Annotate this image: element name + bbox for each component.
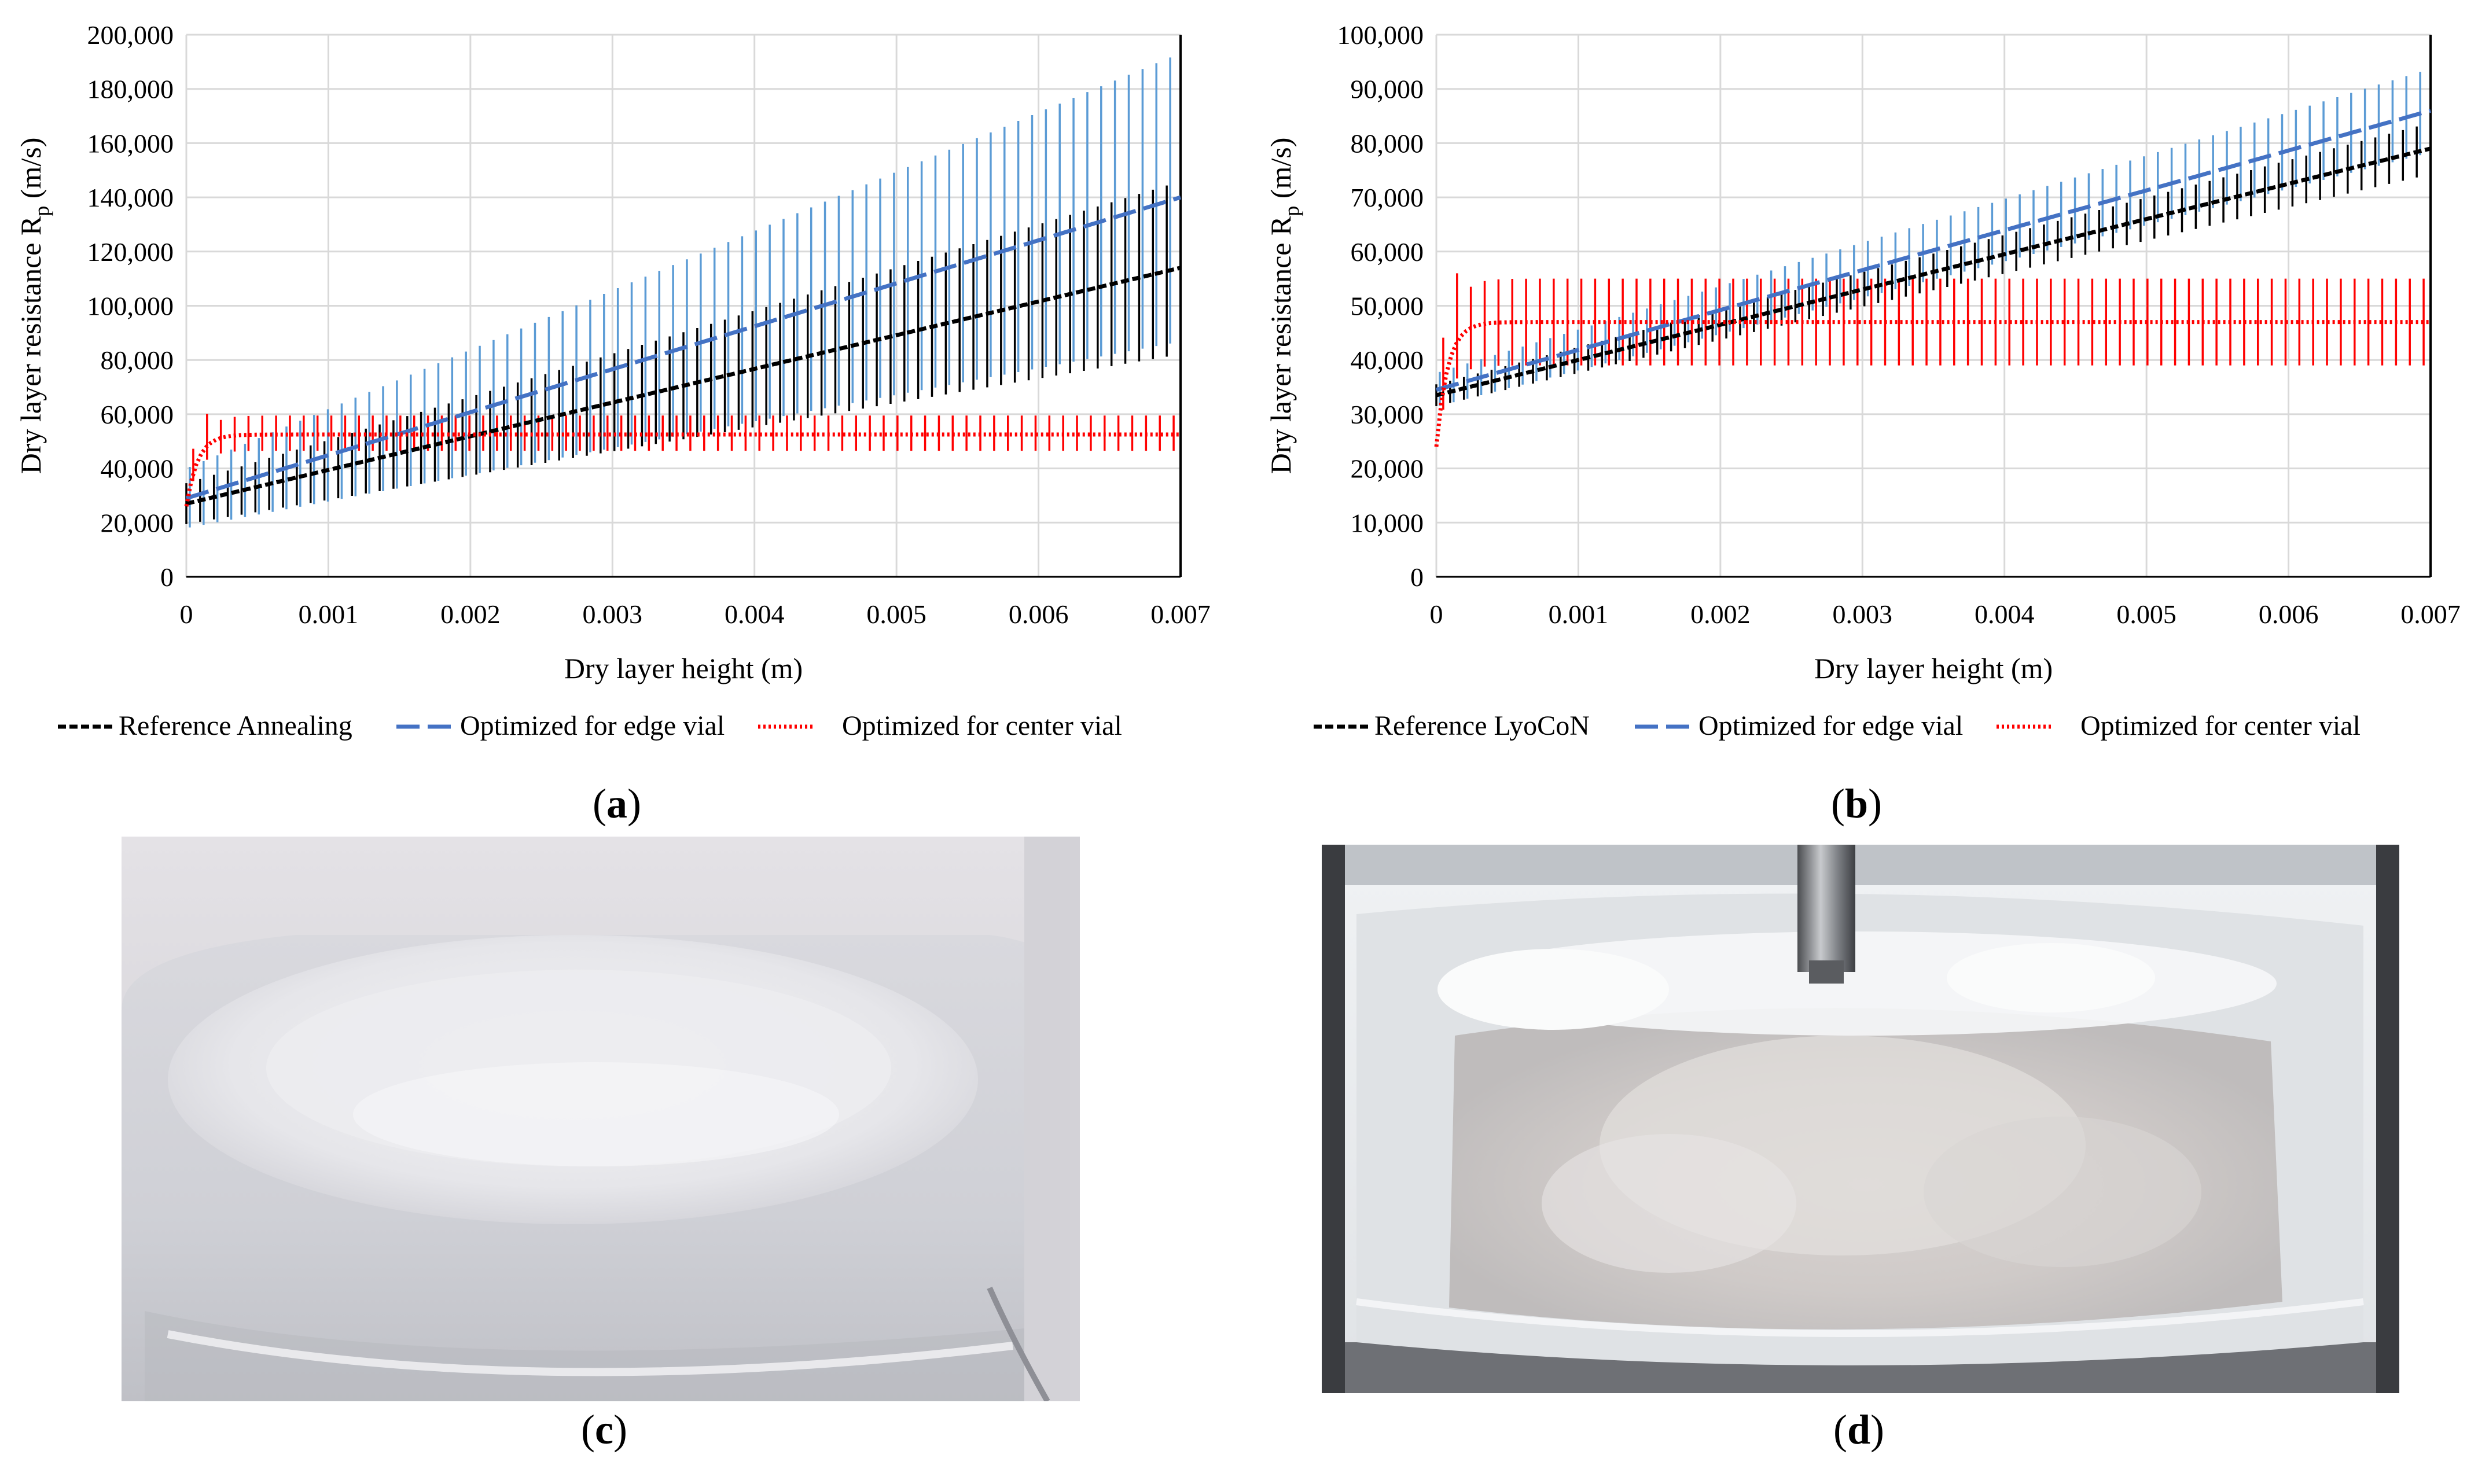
x-tick-label: 0.003 (583, 599, 643, 629)
y-tick-label: 40,000 (1351, 345, 1424, 375)
y-tick-label: 30,000 (1351, 400, 1424, 429)
x-tick-label: 0 (180, 599, 193, 629)
photo-d-lyocon-cake (1322, 845, 2399, 1393)
error-bars-3 (1442, 273, 2425, 410)
y-tick-label: 50,000 (1351, 292, 1424, 321)
caption-c-letter: c (595, 1406, 613, 1453)
legend-label-1: Reference LyoCoN (1374, 710, 1590, 741)
caption-d-letter: d (1847, 1406, 1871, 1453)
y-axis-label: Dry layer resistance Rp (m/s) (14, 138, 53, 474)
x-tick-label: 0.001 (299, 599, 359, 629)
x-tick-label: 0.002 (1690, 599, 1751, 629)
legend-label-1: Reference Annealing (119, 710, 352, 741)
legend-label-3: Optimized for center vial (842, 710, 1122, 741)
photo-c-illustration (122, 837, 1080, 1401)
x-tick-label: 0.006 (2259, 599, 2319, 629)
y-axis-label-sub: p (1280, 206, 1303, 216)
x-tick-label: 0.007 (1150, 599, 1211, 629)
x-tick-label: 0 (1430, 599, 1443, 629)
x-axis-label: Dry layer height (m) (564, 652, 803, 684)
chart-b: 0 10,000 20,000 30,000 40,000 50,000 60,000 70,… (1264, 20, 2461, 741)
y-axis-label-main: Dry layer resistance R (14, 216, 47, 474)
y-tick-label: 100,000 (87, 292, 174, 321)
y-axis-label: Dry layer resistance Rp (m/s) (1264, 138, 1303, 474)
caption-c: (c) (581, 1406, 627, 1453)
legend-label-2: Optimized for edge vial (460, 710, 725, 741)
chart-a: 0 20,000 40,000 60,000 80,000 100,000 120,000 1… (14, 20, 1211, 741)
y-tick-label: 160,000 (87, 128, 174, 158)
y-tick-label: 40,000 (101, 454, 174, 484)
y-tick-label: 140,000 (87, 183, 174, 212)
caption-b: (b) (1830, 780, 1882, 827)
y-tick-label: 120,000 (87, 237, 174, 267)
caption-d: (d) (1833, 1406, 1884, 1453)
y-tick-label: 60,000 (101, 400, 174, 429)
x-tick-label: 0.002 (440, 599, 501, 629)
y-tick-label: 20,000 (1351, 454, 1424, 484)
legend-label-3: Optimized for center vial (2080, 710, 2361, 741)
y-tick-label: 100,000 (1337, 20, 1424, 50)
y-tick-label: 90,000 (1351, 75, 1424, 104)
y-tick-label: 60,000 (1351, 237, 1424, 267)
legend-label-2: Optimized for edge vial (1698, 710, 1963, 741)
x-tick-label: 0.004 (725, 599, 785, 629)
caption-a: (a) (593, 780, 641, 827)
series-line-1 (1436, 146, 2431, 397)
y-axis-label-main: Dry layer resistance R (1264, 216, 1297, 474)
caption-b-letter: b (1844, 780, 1869, 827)
y-tick-label: 0 (1410, 562, 1424, 592)
series-line-1 (186, 266, 1181, 506)
y-tick-label: 80,000 (101, 345, 174, 375)
series-line-2 (1436, 108, 2431, 392)
x-axis-label: Dry layer height (m) (1814, 652, 2053, 684)
y-tick-label: 80,000 (1351, 128, 1424, 158)
y-tick-label: 70,000 (1351, 183, 1424, 212)
x-tick-label: 0.003 (1833, 599, 1893, 629)
series-line-3 (1434, 320, 2431, 447)
y-tick-label: 180,000 (87, 75, 174, 104)
y-axis-label-unit: (m/s) (1264, 138, 1297, 206)
y-tick-label: 200,000 (87, 20, 174, 50)
x-tick-label: 0.007 (2400, 599, 2461, 629)
y-tick-label: 20,000 (101, 508, 174, 537)
y-axis-label-sub: p (30, 206, 53, 216)
error-bars-2 (189, 57, 1171, 528)
photo-c-annealed-cake (122, 837, 1080, 1401)
photo-d-illustration (1322, 845, 2399, 1393)
x-tick-label: 0.004 (1975, 599, 2035, 629)
series-line-3 (184, 432, 1181, 507)
y-tick-label: 10,000 (1351, 508, 1424, 537)
series-line-2 (185, 195, 1182, 500)
x-tick-label: 0.005 (866, 599, 927, 629)
caption-a-letter: a (606, 780, 627, 827)
y-axis-label-unit: (m/s) (14, 138, 47, 206)
x-tick-label: 0.001 (1549, 599, 1609, 629)
y-tick-label: 0 (160, 562, 174, 592)
x-tick-label: 0.006 (1009, 599, 1069, 629)
error-bars-2 (1439, 72, 2421, 406)
x-tick-label: 0.005 (2116, 599, 2176, 629)
